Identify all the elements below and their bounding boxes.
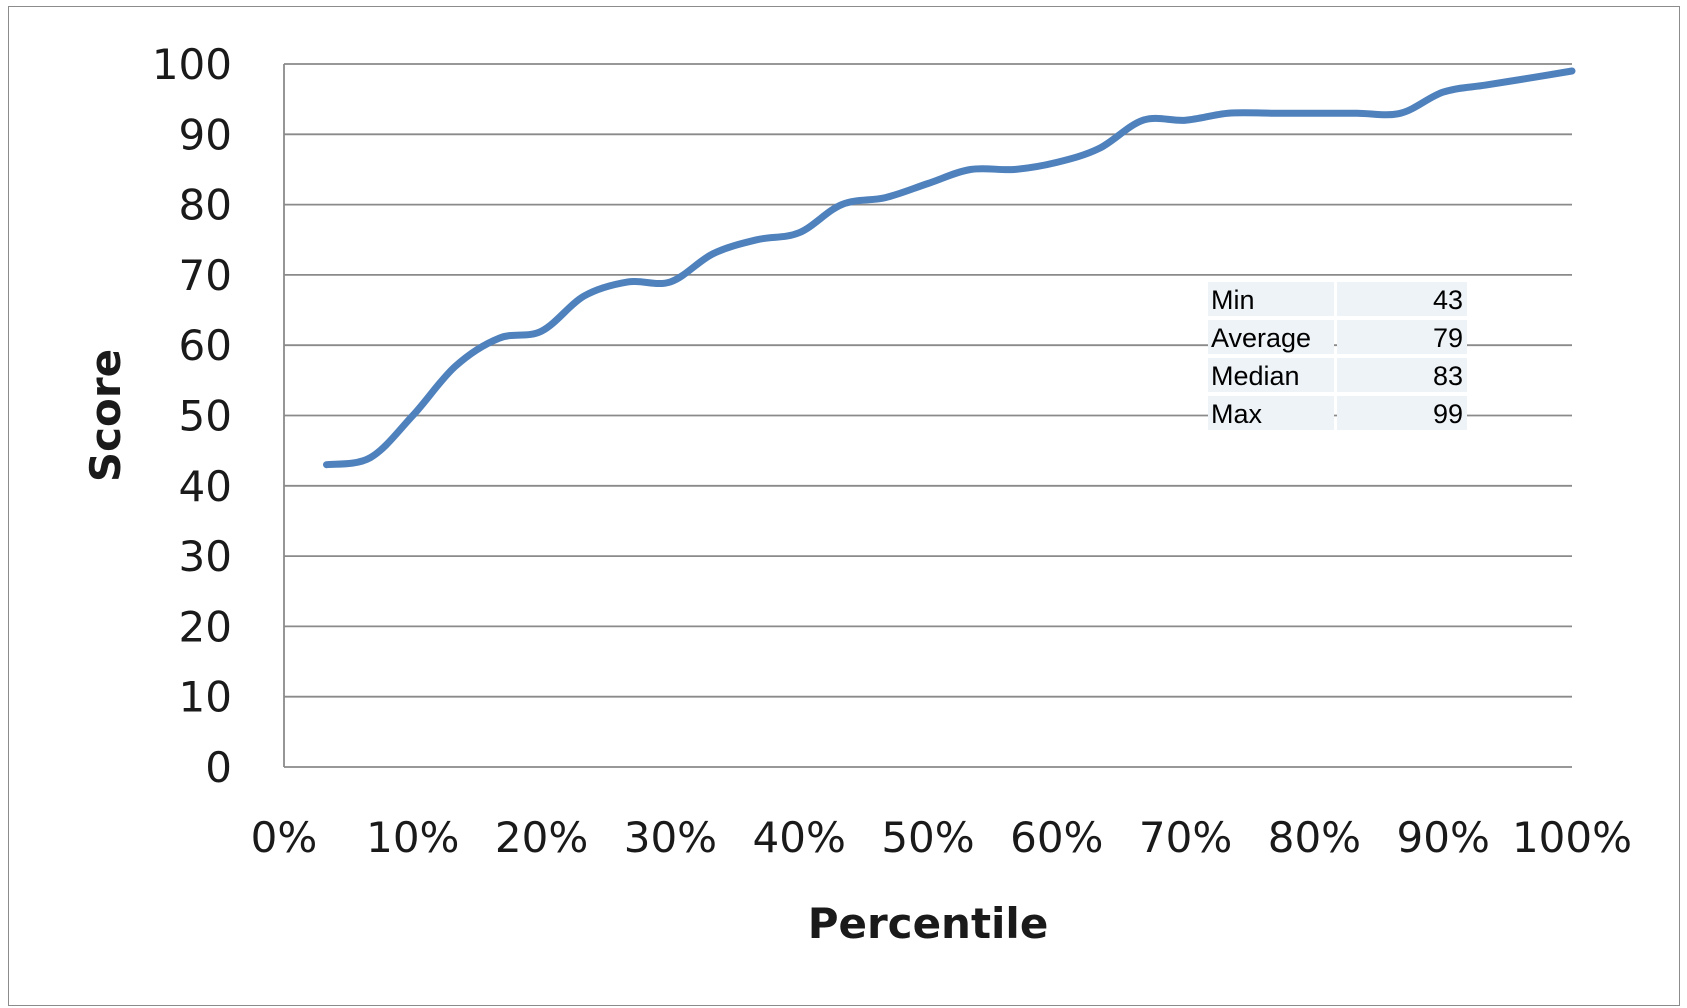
y-axis-title: Score <box>81 349 130 482</box>
series-line-layer <box>323 67 1576 469</box>
stats-label: Min <box>1211 285 1255 315</box>
y-tick-label: 100 <box>152 40 232 89</box>
data-point <box>411 414 415 417</box>
data-point <box>453 364 457 368</box>
stats-value: 79 <box>1433 323 1463 353</box>
data-point <box>325 463 328 467</box>
y-tick-label: 60 <box>179 321 232 370</box>
x-tick-label: 80% <box>1268 813 1361 862</box>
x-tick-label: 70% <box>1139 813 1232 862</box>
data-point <box>797 231 801 235</box>
x-tick-label: 10% <box>366 813 459 862</box>
data-point <box>1097 146 1101 150</box>
stats-label-cell <box>1208 358 1334 392</box>
stats-label: Max <box>1211 399 1263 429</box>
data-point <box>368 456 372 460</box>
y-tick-label: 90 <box>179 110 232 159</box>
x-tick-label: 90% <box>1397 813 1490 862</box>
data-point <box>668 280 672 284</box>
x-tick-labels: 0% 10% 20% 30% 40% 50% 60% 70% 80% 90% 100% <box>251 813 1632 862</box>
y-tick-label: 20 <box>179 602 232 651</box>
x-tick-label: 50% <box>881 813 974 862</box>
y-tick-label: 40 <box>179 462 232 511</box>
data-point <box>1141 118 1145 122</box>
x-tick-label: 40% <box>753 813 846 862</box>
chart-frame <box>8 6 1680 1006</box>
stats-label: Median <box>1211 361 1300 391</box>
x-tick-label: 100% <box>1512 813 1632 862</box>
data-point <box>755 238 759 242</box>
data-point <box>540 329 544 333</box>
stats-label-cell <box>1208 396 1334 430</box>
y-tick-label: 70 <box>179 251 232 300</box>
y-tick-label: 0 <box>205 743 232 792</box>
stats-value-cell <box>1337 320 1467 354</box>
stats-label-cell <box>1208 282 1334 316</box>
data-point <box>497 336 501 340</box>
data-point <box>1570 69 1574 73</box>
x-axis-title: Percentile <box>808 899 1049 948</box>
x-tick-label: 30% <box>624 813 717 862</box>
stats-value: 43 <box>1433 285 1463 315</box>
data-point <box>969 168 972 171</box>
x-tick-label: 0% <box>251 813 318 862</box>
series-line <box>323 67 1576 469</box>
data-point <box>1528 76 1531 80</box>
x-tick-label: 60% <box>1010 813 1103 862</box>
y-tick-labels: 0 10 20 30 40 50 60 70 80 90 100 <box>152 40 232 792</box>
data-point <box>711 252 715 256</box>
stats-value-cell <box>1337 282 1467 316</box>
y-tick-label: 10 <box>179 673 232 722</box>
data-point <box>1312 111 1316 115</box>
stats-label-cell <box>1208 320 1334 354</box>
stats-value-cell <box>1337 358 1467 392</box>
data-point <box>626 280 630 284</box>
y-tick-label: 80 <box>179 181 232 230</box>
data-point <box>1484 83 1488 87</box>
stats-value: 83 <box>1433 361 1463 391</box>
data-point <box>1399 111 1403 115</box>
stats-value-cell <box>1337 396 1467 430</box>
y-tick-label: 50 <box>179 392 232 441</box>
data-point <box>884 196 887 200</box>
stats-value: 99 <box>1433 399 1463 429</box>
y-tick-label: 30 <box>179 532 232 581</box>
stats-label: Average <box>1211 323 1311 353</box>
data-point <box>1184 118 1188 122</box>
data-point <box>1055 160 1059 164</box>
data-point <box>926 182 930 185</box>
x-tick-label: 20% <box>495 813 588 862</box>
data-point <box>1012 168 1016 171</box>
data-point <box>840 203 844 207</box>
data-point <box>1226 111 1230 115</box>
data-point <box>582 294 586 298</box>
data-point <box>1270 111 1274 115</box>
data-point <box>1441 90 1445 94</box>
stats-table: Min 43 Average 79 Median 83 Max 99 <box>1208 282 1467 430</box>
data-point <box>1355 111 1359 115</box>
